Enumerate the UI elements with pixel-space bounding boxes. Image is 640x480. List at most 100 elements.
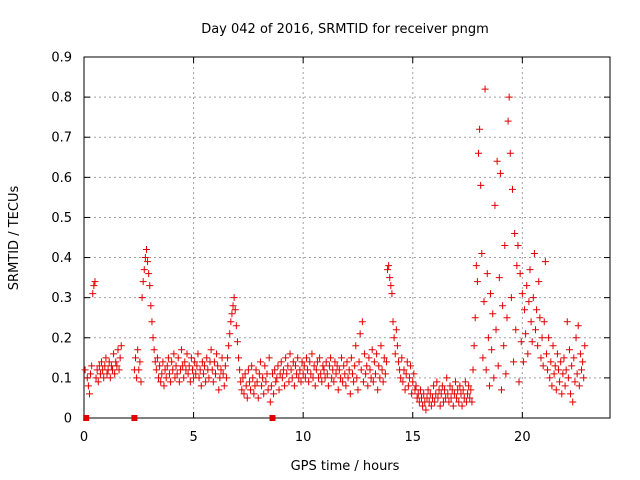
x-tick-label: 5 (189, 430, 197, 445)
data-point (329, 366, 337, 374)
data-point (501, 242, 509, 250)
data-point (283, 370, 291, 378)
data-point (291, 362, 299, 370)
data-point (258, 382, 266, 390)
data-point (174, 354, 182, 362)
data-point (224, 354, 232, 362)
data-point (306, 358, 314, 366)
data-point (554, 366, 562, 374)
data-point (443, 374, 451, 382)
data-point (387, 282, 395, 290)
data-point (137, 378, 145, 386)
data-point (581, 342, 589, 350)
data-point (108, 366, 116, 374)
data-point (484, 334, 492, 342)
data-point (378, 366, 386, 374)
data-point (290, 382, 298, 390)
data-point (210, 358, 218, 366)
data-point (405, 374, 413, 382)
data-point (90, 282, 98, 290)
data-point (382, 358, 390, 366)
data-point (94, 378, 102, 386)
data-point (488, 346, 496, 354)
data-point (472, 262, 480, 270)
data-point (252, 366, 260, 374)
data-point (398, 354, 406, 362)
data-point (116, 354, 124, 362)
data-point (92, 374, 100, 382)
data-point (249, 374, 257, 382)
data-point (175, 378, 183, 386)
data-point (237, 378, 245, 386)
data-point (563, 318, 571, 326)
data-point (84, 382, 92, 390)
data-point (281, 382, 289, 390)
data-point (368, 346, 376, 354)
data-point (173, 370, 181, 378)
data-point (483, 270, 491, 278)
data-point (148, 318, 156, 326)
data-point (544, 366, 552, 374)
data-point (424, 386, 432, 394)
data-point (464, 390, 472, 398)
data-point (181, 358, 189, 366)
data-point (477, 181, 485, 189)
data-point (377, 342, 385, 350)
data-point (328, 374, 336, 382)
data-point (376, 374, 384, 382)
data-point (508, 185, 516, 193)
data-point (502, 370, 510, 378)
data-point (568, 362, 576, 370)
data-point (450, 390, 458, 398)
data-point (539, 362, 547, 370)
data-point (266, 398, 274, 406)
data-point (216, 374, 224, 382)
data-point (556, 378, 564, 386)
data-point (441, 386, 449, 394)
data-point (319, 362, 327, 370)
data-point (490, 374, 498, 382)
data-points (81, 85, 589, 421)
data-point (208, 366, 216, 374)
data-point (106, 374, 114, 382)
data-point (199, 370, 207, 378)
data-point (570, 354, 578, 362)
data-point (272, 378, 280, 386)
data-point (180, 374, 188, 382)
data-point (475, 149, 482, 157)
y-tick-label: 0.6 (51, 171, 72, 186)
data-point (510, 358, 518, 366)
data-point (145, 270, 153, 278)
data-point (110, 350, 118, 358)
data-point (150, 346, 158, 354)
data-point (184, 370, 192, 378)
data-point (493, 157, 501, 165)
data-point (565, 346, 573, 354)
data-point (528, 338, 536, 346)
data-point (241, 370, 249, 378)
data-point (404, 382, 412, 390)
data-point (354, 386, 362, 394)
data-point (325, 362, 333, 370)
data-point (344, 374, 352, 382)
data-point (352, 342, 360, 350)
data-point (557, 358, 565, 366)
data-point (115, 366, 123, 374)
data-point (511, 229, 519, 237)
data-point (315, 374, 323, 382)
data-point (400, 366, 408, 374)
data-point (285, 378, 293, 386)
data-point (322, 358, 330, 366)
data-point (299, 370, 307, 378)
data-point (261, 362, 269, 370)
data-point (324, 382, 332, 390)
data-point (386, 274, 394, 282)
data-point (262, 378, 270, 386)
data-point (298, 358, 306, 366)
data-point (537, 354, 545, 362)
data-point (469, 366, 477, 374)
data-point (437, 390, 445, 398)
data-point (132, 354, 140, 362)
data-point (160, 382, 168, 390)
data-point (456, 382, 464, 390)
